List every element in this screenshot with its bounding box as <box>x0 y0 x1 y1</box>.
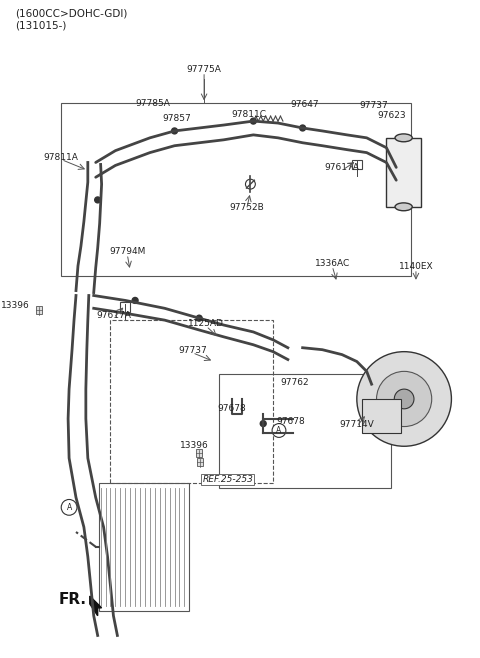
Circle shape <box>376 371 432 426</box>
Text: 1125AD: 1125AD <box>188 319 224 328</box>
Text: 97775A: 97775A <box>187 65 222 74</box>
Text: 97617A: 97617A <box>324 163 360 172</box>
Text: 97678: 97678 <box>276 417 305 426</box>
Text: A: A <box>66 503 72 512</box>
Bar <box>352 159 362 169</box>
Text: 97811C: 97811C <box>231 110 266 119</box>
Text: 97857: 97857 <box>162 114 191 123</box>
Bar <box>110 320 273 483</box>
Text: 97752B: 97752B <box>229 203 264 212</box>
Text: 13396: 13396 <box>180 442 209 450</box>
Circle shape <box>251 118 256 124</box>
Text: REF.25-253: REF.25-253 <box>202 474 253 484</box>
Circle shape <box>196 315 202 321</box>
Circle shape <box>357 351 451 446</box>
Polygon shape <box>90 596 102 616</box>
Text: 97737: 97737 <box>359 101 388 111</box>
Text: (1600CC>DOHC-GDI): (1600CC>DOHC-GDI) <box>15 9 127 18</box>
Bar <box>219 374 391 488</box>
Circle shape <box>61 499 77 515</box>
Bar <box>99 483 189 611</box>
Text: 97785A: 97785A <box>135 99 170 109</box>
Text: 97714V: 97714V <box>339 420 374 428</box>
Circle shape <box>394 389 414 409</box>
Text: 97737: 97737 <box>178 345 207 355</box>
Text: 97678: 97678 <box>217 404 246 413</box>
Circle shape <box>260 420 266 426</box>
Bar <box>362 399 401 434</box>
Bar <box>386 138 421 207</box>
Bar <box>61 103 411 276</box>
Circle shape <box>245 179 255 189</box>
Text: 97811A: 97811A <box>44 153 79 161</box>
Bar <box>120 303 130 313</box>
Text: 13396: 13396 <box>0 301 29 311</box>
Text: A: A <box>276 426 282 435</box>
Circle shape <box>132 297 138 303</box>
Text: 1140EX: 1140EX <box>398 262 433 271</box>
Text: 97794M: 97794M <box>109 247 145 256</box>
Ellipse shape <box>395 134 412 141</box>
Text: (131015-): (131015-) <box>15 20 66 30</box>
Text: 97623: 97623 <box>377 111 406 120</box>
Text: 97647: 97647 <box>290 100 319 109</box>
Circle shape <box>272 424 286 438</box>
Bar <box>196 449 202 457</box>
Circle shape <box>171 128 178 134</box>
Bar <box>36 307 41 315</box>
Ellipse shape <box>395 203 412 211</box>
Text: FR.: FR. <box>58 592 86 607</box>
Circle shape <box>300 125 306 131</box>
Text: 97762: 97762 <box>280 378 309 387</box>
Bar <box>197 458 203 466</box>
Circle shape <box>95 197 101 203</box>
Text: 97617A: 97617A <box>96 311 131 320</box>
Text: 1336AC: 1336AC <box>314 259 350 268</box>
